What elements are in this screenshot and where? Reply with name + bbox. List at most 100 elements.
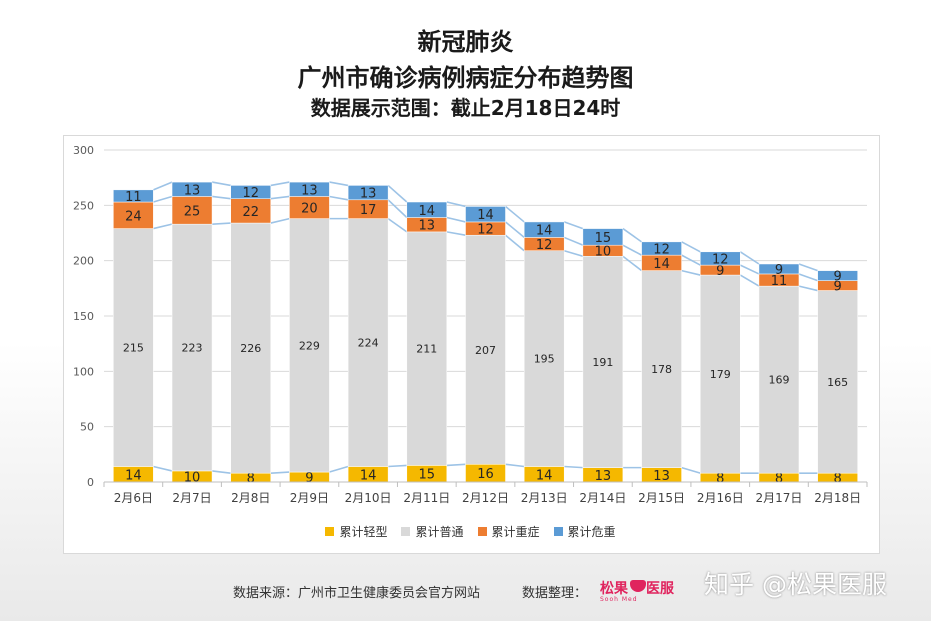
- bar-segment: [347, 218, 389, 467]
- data-label: 12: [477, 223, 494, 238]
- bar-segment: [289, 218, 330, 473]
- series-line: [329, 465, 349, 473]
- series-line: [798, 273, 818, 282]
- data-label: 229: [299, 339, 320, 352]
- zhihu-watermark: 知乎 @松果医服: [704, 570, 887, 599]
- data-label: 9: [305, 471, 313, 486]
- bar-segment: [523, 221, 565, 238]
- bar-segment: [230, 198, 271, 224]
- legend-item: 累计重症: [477, 523, 540, 540]
- series-line: [739, 274, 760, 287]
- pot-icon: [630, 580, 646, 592]
- series-line: [270, 181, 290, 187]
- series-line: [211, 470, 231, 474]
- y-tick-label: 50: [80, 421, 94, 434]
- series-line: [504, 234, 525, 252]
- bar-segment: [171, 196, 213, 225]
- data-label: 14: [536, 224, 553, 239]
- series-line: [446, 231, 466, 237]
- series-line: [622, 255, 643, 272]
- series-line: [270, 195, 290, 200]
- x-tick-label: 2月14日: [579, 491, 626, 505]
- data-label: 12: [242, 186, 259, 201]
- data-label: 14: [125, 468, 142, 483]
- data-label: 14: [477, 208, 494, 223]
- legend-item: 累计轻型: [325, 523, 387, 540]
- x-tick-label: 2月10日: [345, 491, 392, 505]
- data-label: 22: [242, 205, 259, 220]
- series-line: [681, 254, 701, 266]
- series-line: [563, 236, 584, 246]
- data-label: 12: [653, 242, 670, 257]
- chart-panel: 0 50 100 150 200 250 300 14 215 24 11 2月6日 10 223 25 13…: [63, 135, 880, 554]
- data-label: 14: [419, 204, 436, 219]
- series-line: [798, 285, 818, 292]
- chart-title-line1: 新冠肺炎: [417, 28, 514, 56]
- series-line: [153, 223, 173, 230]
- series-line: [446, 216, 466, 223]
- data-label: 9: [834, 280, 842, 295]
- bar-segment: [289, 181, 330, 197]
- series-line: [446, 463, 466, 467]
- legend-label: 累计重症: [491, 525, 540, 539]
- series-line: [211, 222, 231, 225]
- data-label: 223: [182, 342, 203, 355]
- data-label: 16: [477, 467, 494, 482]
- data-label: 11: [125, 190, 142, 205]
- x-tick-label: 2月13日: [521, 491, 568, 505]
- data-label: 25: [184, 204, 201, 219]
- series-line: [681, 466, 701, 474]
- y-tick-label: 200: [73, 255, 94, 268]
- bar-segment: [700, 251, 741, 266]
- series-line: [504, 221, 525, 239]
- series-line: [446, 201, 466, 208]
- logo-text-left: 松果: [600, 581, 628, 597]
- y-tick-label: 100: [73, 365, 94, 378]
- x-tick-label: 2月6日: [114, 491, 153, 505]
- legend-label: 累计普通: [415, 525, 464, 539]
- series-line: [681, 241, 701, 253]
- legend-swatch: [553, 527, 563, 536]
- series-line: [329, 181, 349, 187]
- data-label: 169: [768, 374, 789, 387]
- data-label: 17: [360, 203, 377, 218]
- series-line: [387, 217, 408, 233]
- data-label: 13: [301, 183, 318, 198]
- data-label: 8: [834, 472, 842, 487]
- bar-segment: [406, 201, 448, 218]
- bar-segment: [758, 263, 800, 275]
- bar-segment: [465, 234, 506, 465]
- data-label: 14: [360, 468, 377, 483]
- data-label: 191: [592, 356, 613, 369]
- series-line: [798, 263, 818, 272]
- data-label: 226: [240, 342, 261, 355]
- x-tick-label: 2月16日: [697, 491, 744, 505]
- data-label: 13: [419, 219, 436, 234]
- data-label: 165: [827, 376, 848, 389]
- data-label: 11: [771, 274, 788, 289]
- legend-swatch: [325, 527, 335, 536]
- bar-segment: [582, 255, 624, 468]
- series-line: [504, 205, 525, 223]
- bar-segment: [230, 185, 271, 199]
- data-label: 195: [534, 353, 555, 366]
- x-tick-label: 2月7日: [172, 491, 211, 505]
- bar-segment: [641, 270, 682, 468]
- legend-label: 累计轻型: [339, 525, 388, 539]
- data-label: 14: [653, 257, 670, 272]
- y-tick-label: 0: [87, 476, 94, 489]
- x-tick-label: 2月17日: [756, 491, 803, 505]
- data-label: 9: [716, 264, 724, 279]
- chart-title-line3: 数据展示范围：截止2月18日24时: [310, 96, 621, 120]
- x-tick-label: 2月18日: [814, 491, 861, 505]
- data-source: 数据来源：广州市卫生健康委员会官方网站: [233, 586, 481, 601]
- series-line: [739, 251, 760, 265]
- series-line: [564, 465, 583, 469]
- series-line: [211, 195, 231, 200]
- series-line: [153, 465, 173, 472]
- data-label: 13: [595, 469, 612, 484]
- series-line: [153, 181, 173, 191]
- data-label: 207: [475, 344, 496, 357]
- songguo-logo: 松果 医服 Sooh Med: [600, 578, 676, 604]
- y-tick-label: 300: [73, 144, 94, 157]
